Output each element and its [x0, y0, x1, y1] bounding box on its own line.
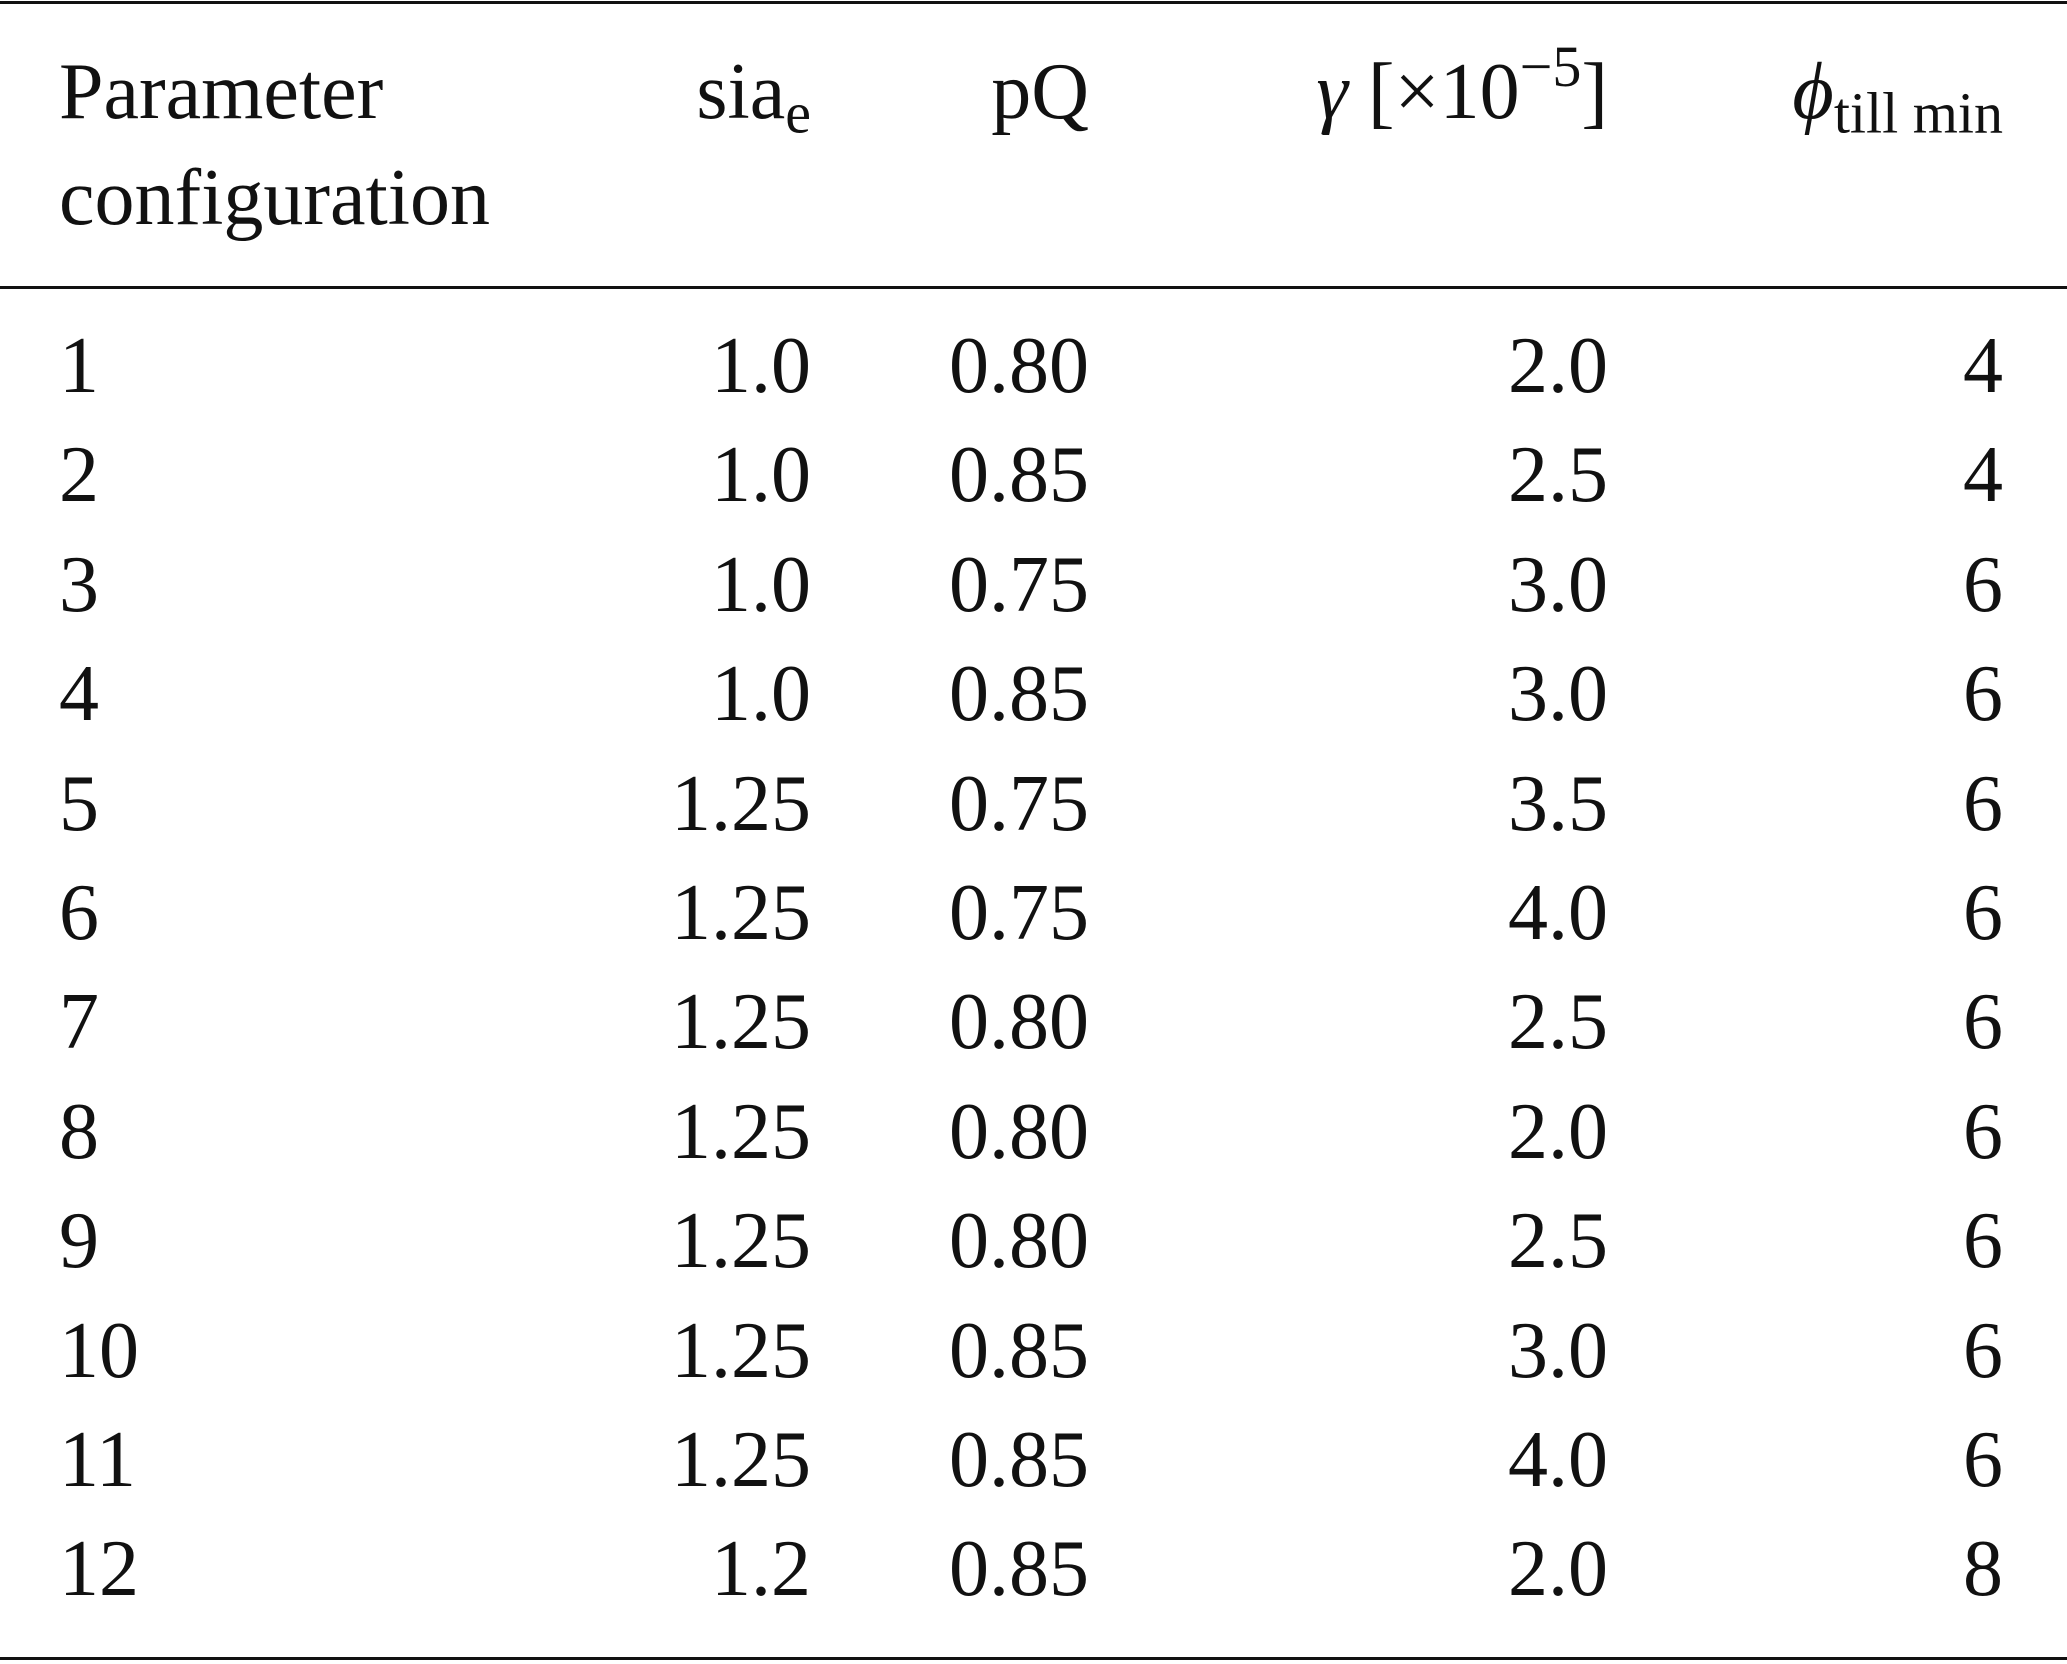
table-cell: 0.85: [949, 431, 1089, 520]
table-cell: 0.85: [949, 650, 1089, 739]
header-cell: ϕtill min: [1792, 52, 2003, 142]
bottom-rule: [0, 1657, 2067, 1660]
table-cell: 6: [1963, 1306, 2003, 1395]
header-text: ]: [1581, 48, 1608, 136]
table-cell: 2.5: [1508, 978, 1608, 1067]
table-cell: 1.25: [671, 1197, 811, 1286]
header-cell: γ [×10−5]: [1316, 38, 1608, 132]
table-cell: 7: [59, 978, 99, 1067]
table-cell: 6: [59, 869, 99, 957]
table-cell: 2.5: [1508, 431, 1608, 520]
table-cell: 2.5: [1508, 1197, 1608, 1286]
table-cell: 1.25: [671, 759, 811, 848]
header-text: pQ: [991, 48, 1089, 136]
table-cell: 8: [1963, 1525, 2003, 1614]
header-cell: configuration: [59, 158, 490, 238]
table-cell: 4: [1963, 431, 2003, 520]
table-cell: 8: [59, 1087, 99, 1176]
header-rule: [0, 286, 2067, 289]
table-cell: 1.25: [671, 978, 811, 1067]
top-rule: [0, 1, 2067, 4]
table-cell: 1.2: [711, 1525, 811, 1614]
table-cell: 6: [1963, 1416, 2003, 1504]
table-cell: 6: [1963, 978, 2003, 1067]
table-cell: 3.5: [1508, 759, 1608, 848]
header-cell: pQ: [991, 52, 1089, 132]
table-cell: 2: [59, 431, 99, 520]
table-cell: 6: [1963, 759, 2003, 848]
table-cell: 2.0: [1508, 1525, 1608, 1614]
table-cell: 0.85: [949, 1416, 1089, 1504]
table-cell: 0.75: [949, 869, 1089, 957]
header-cell: Parameter: [59, 52, 383, 132]
table-cell: 1.0: [711, 431, 811, 520]
header-text: configuration: [59, 154, 490, 242]
header-symbol: ϕ: [1792, 48, 1834, 136]
table-cell: 6: [1963, 869, 2003, 957]
table-cell: 0.85: [949, 1525, 1089, 1614]
table-cell: 4: [1963, 322, 2003, 410]
table-cell: 9: [59, 1197, 99, 1286]
table-cell: 1.25: [671, 1306, 811, 1395]
table-cell: 1.0: [711, 322, 811, 410]
table-cell: 1.25: [671, 1416, 811, 1504]
table-cell: 5: [59, 759, 99, 848]
table-cell: 4: [59, 650, 99, 739]
table-cell: 6: [1963, 1087, 2003, 1176]
table-cell: 4.0: [1508, 869, 1608, 957]
table-cell: 11: [59, 1416, 137, 1504]
table-cell: 1.0: [711, 650, 811, 739]
table-cell: 6: [1963, 1197, 2003, 1286]
header-symbol: γ: [1316, 48, 1348, 136]
header-text: [×10: [1367, 48, 1520, 136]
table-cell: 4.0: [1508, 1416, 1608, 1504]
table-cell: 0.80: [949, 978, 1089, 1067]
header-subscript: e: [785, 80, 811, 146]
table-cell: 10: [59, 1306, 139, 1395]
table-cell: 0.80: [949, 1087, 1089, 1176]
table-cell: 0.80: [949, 1197, 1089, 1286]
header-subscript: till min: [1833, 80, 2003, 146]
table-cell: 0.75: [949, 540, 1089, 629]
table-cell: 1: [59, 322, 99, 410]
header-superscript: −5: [1519, 34, 1582, 100]
table-cell: 0.85: [949, 1306, 1089, 1395]
table-cell: 2.0: [1508, 322, 1608, 410]
table-cell: 3.0: [1508, 540, 1608, 629]
table-cell: 6: [1963, 650, 2003, 739]
table-cell: 1.25: [671, 869, 811, 957]
table-cell: 1.0: [711, 540, 811, 629]
table-cell: 3.0: [1508, 1306, 1608, 1395]
header-cell: siae: [696, 52, 811, 142]
table-cell: 3.0: [1508, 650, 1608, 739]
table-cell: 3: [59, 540, 99, 629]
table-cell: 12: [59, 1525, 139, 1614]
table-cell: 0.80: [949, 322, 1089, 410]
table-cell: 1.25: [671, 1087, 811, 1176]
table-cell: 0.75: [949, 759, 1089, 848]
table-cell: 6: [1963, 540, 2003, 629]
header-text: Parameter: [59, 48, 384, 136]
table-cell: 2.0: [1508, 1087, 1608, 1176]
header-text: sia: [696, 48, 786, 136]
